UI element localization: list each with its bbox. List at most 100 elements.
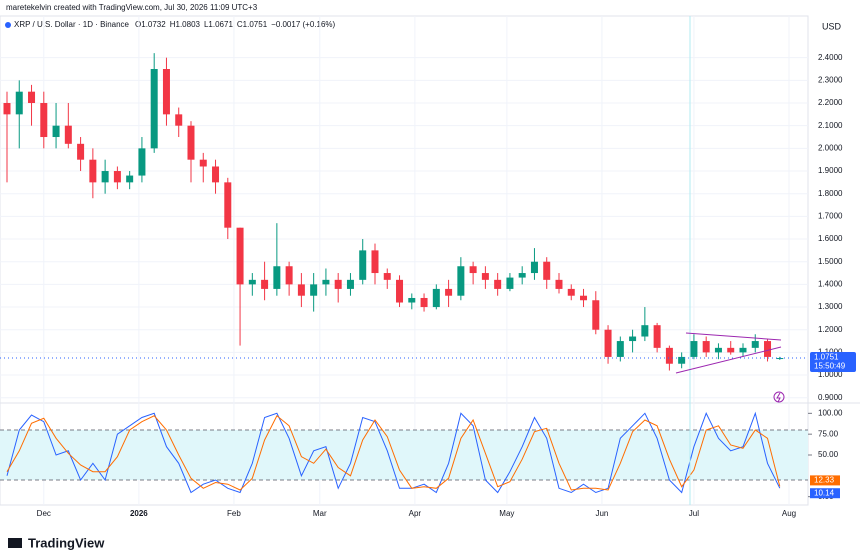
stoch-line bbox=[6, 415, 781, 491]
candle-body bbox=[138, 148, 146, 176]
candle-body bbox=[665, 347, 673, 364]
candle-body bbox=[420, 297, 428, 308]
triangle-lower bbox=[675, 346, 782, 374]
candle-body bbox=[89, 159, 97, 183]
candle-body bbox=[322, 279, 330, 285]
candle-body bbox=[604, 329, 612, 357]
footer-logo: TradingView bbox=[8, 535, 105, 550]
y-tick-label: 0.9000 bbox=[818, 393, 843, 402]
y-tick-label: 1.3000 bbox=[818, 302, 843, 311]
candle-body bbox=[175, 114, 183, 126]
candle-body bbox=[334, 279, 342, 289]
countdown: 15:50:49 bbox=[814, 362, 846, 371]
candle-body bbox=[776, 358, 784, 360]
ohlc-value: C1.0751 bbox=[237, 20, 268, 29]
candle-body bbox=[101, 171, 109, 183]
candle-body bbox=[457, 266, 465, 296]
candle-body bbox=[273, 266, 281, 289]
logo-mark bbox=[8, 538, 22, 548]
candle-body bbox=[408, 297, 416, 303]
candle-body bbox=[77, 143, 85, 160]
y-tick-label: 100.00 bbox=[818, 408, 843, 417]
candle-body bbox=[285, 266, 293, 285]
replay-bolt bbox=[776, 392, 781, 403]
candle-body bbox=[481, 273, 489, 280]
candle-body bbox=[567, 288, 575, 296]
candle-body bbox=[162, 69, 170, 115]
candle-body bbox=[359, 250, 367, 280]
chart-layer: Dec 2026 Feb Mar Apr May Jun Jul Aug 0.9000 1.0000… bbox=[0, 16, 856, 518]
y-tick-label: 2.3000 bbox=[818, 75, 843, 84]
candle-body bbox=[727, 347, 735, 353]
x-tick-label: 2026 bbox=[130, 509, 148, 518]
candle-body bbox=[592, 300, 600, 330]
candle-body bbox=[248, 279, 256, 285]
candle-body bbox=[714, 347, 722, 353]
candle-body bbox=[40, 103, 48, 138]
candle-body bbox=[469, 266, 477, 274]
x-tick-label: Feb bbox=[227, 509, 241, 518]
y-tick-label: 2.4000 bbox=[818, 53, 843, 62]
x-tick-label: May bbox=[499, 509, 514, 518]
candle-body bbox=[212, 166, 220, 183]
candle-body bbox=[530, 261, 538, 274]
candle-body bbox=[494, 279, 502, 289]
x-tick-label: Jul bbox=[689, 509, 699, 518]
candle-body bbox=[371, 250, 379, 274]
value-label: 10.14 bbox=[814, 488, 835, 497]
candle-body bbox=[261, 279, 269, 289]
candle-body bbox=[518, 273, 526, 278]
candle-body bbox=[445, 288, 453, 296]
value-box bbox=[810, 488, 840, 499]
candle-body bbox=[690, 341, 698, 357]
candle-body bbox=[641, 325, 649, 337]
ohlc-value: O1.0732 bbox=[135, 20, 166, 29]
y-tick-label: 50.00 bbox=[818, 450, 839, 459]
candle-body bbox=[506, 277, 514, 289]
ohlc-value: −0.0017 (+0.16%) bbox=[271, 20, 335, 29]
symbol-dot bbox=[5, 22, 11, 28]
y-tick-label: 1.9000 bbox=[818, 166, 843, 175]
candle-body bbox=[15, 91, 23, 115]
candle-body bbox=[297, 284, 305, 296]
candle-body bbox=[580, 295, 588, 301]
stoch-band bbox=[0, 430, 808, 480]
candle-body bbox=[236, 227, 244, 285]
y-tick-label: 2.2000 bbox=[818, 98, 843, 107]
candle-body bbox=[150, 69, 158, 149]
replay-icon[interactable] bbox=[773, 391, 785, 403]
candle-body bbox=[678, 356, 686, 364]
y-tick-label: 1.5000 bbox=[818, 257, 843, 266]
x-tick-label: Aug bbox=[782, 509, 796, 518]
candle-body bbox=[616, 341, 624, 357]
value-box bbox=[810, 475, 840, 486]
y-tick-label: 1.1000 bbox=[818, 348, 843, 357]
ohlc-value: L1.0671 bbox=[204, 20, 233, 29]
y-tick-label: 1.4000 bbox=[818, 279, 843, 288]
x-tick-label: Jun bbox=[595, 509, 608, 518]
value-label: 12.33 bbox=[814, 476, 835, 485]
candle-body bbox=[28, 91, 36, 104]
y-tick-label: 1.0000 bbox=[818, 370, 843, 379]
candle-body bbox=[739, 347, 747, 353]
candle-body bbox=[555, 279, 563, 289]
candle-body bbox=[629, 336, 637, 342]
currency: USD bbox=[822, 21, 842, 31]
y-tick-label: 2.0000 bbox=[818, 143, 843, 152]
symbol-title: XRP / U.S. Dollar · 1D · Binance bbox=[14, 20, 130, 29]
x-tick-label: Mar bbox=[313, 509, 327, 518]
candle-body bbox=[113, 171, 121, 183]
candle-body bbox=[396, 279, 404, 303]
candle-body bbox=[432, 288, 440, 308]
legend-header: XRP / U.S. Dollar · 1D · Binance O1.0732… bbox=[5, 20, 336, 29]
last-price-label: 1.0751 bbox=[814, 353, 839, 362]
caption: maretekelvin created with TradingView.co… bbox=[6, 3, 258, 12]
candle-body bbox=[653, 325, 661, 348]
candle-body bbox=[346, 279, 354, 289]
y-tick-label: 1.8000 bbox=[818, 189, 843, 198]
stoch-line bbox=[6, 411, 781, 494]
y-tick-label: 1.2000 bbox=[818, 325, 843, 334]
candle-body bbox=[751, 341, 759, 348]
candle-body bbox=[3, 103, 11, 115]
